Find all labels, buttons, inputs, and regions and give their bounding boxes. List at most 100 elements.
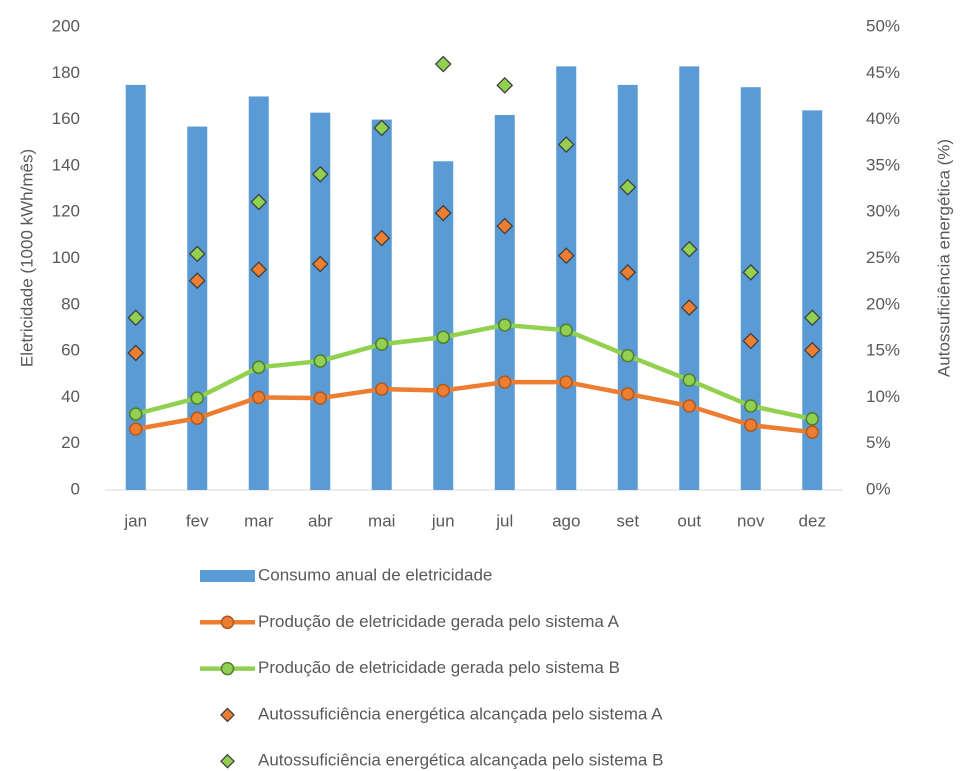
y-tick-label: 140 [52,155,80,174]
x-tick-label: fev [186,511,209,530]
scatter-point [496,76,514,94]
y-tick-label: 120 [52,202,80,221]
y-tick-label: 80 [61,294,80,313]
scatter-point [619,178,637,196]
x-tick-label: ago [552,511,580,530]
y2-tick-label: 50% [866,16,900,35]
x-tick-label: nov [737,511,765,530]
bar [617,84,638,490]
bar [679,66,700,490]
x-tick-label: jul [495,511,513,530]
x-tick-label: jan [123,511,147,530]
line-marker [190,391,204,405]
bar [802,110,823,490]
legend-swatch [220,753,235,769]
legend-label: Autossuficiência energética alcançada pe… [258,704,663,723]
scatter-point [680,299,698,316]
line-marker [621,348,635,363]
bar [740,87,761,490]
scatter-point [250,261,268,279]
scatter-point [311,255,329,273]
line-marker [129,422,143,436]
line-marker [313,391,327,405]
legend-swatch [200,570,255,582]
x-tick-label: set [616,511,639,530]
scatter-point [373,119,391,137]
y2-tick-label: 40% [866,109,900,128]
y-tick-label: 100 [52,248,80,267]
line-marker [252,390,266,405]
line [135,379,813,435]
x-tick-label: dez [799,511,826,530]
scatter-point [434,204,452,222]
line-marker [252,360,266,375]
scatter-point [311,165,329,183]
x-tick-label: mar [244,511,274,530]
legend-swatch [220,615,235,630]
line-marker [436,383,450,398]
line-marker [498,318,512,332]
scatter-point [127,344,145,362]
scatter-point [127,309,145,327]
bar [371,119,392,490]
scatter-point [742,263,760,281]
scatter-point [434,55,452,73]
y2-tick-label: 0% [866,479,891,498]
y2-tick-label: 15% [866,341,900,360]
line-marker [744,399,758,413]
line-marker [805,412,819,426]
line-marker [190,411,204,425]
y-tick-label: 60 [61,341,80,360]
y-tick-label: 40 [61,387,80,406]
y2-axis-title: Autossuficiência energética (%) [934,139,953,377]
scatter-point [250,193,268,211]
y-tick-label: 20 [61,433,80,452]
line-marker [375,382,389,396]
y2-tick-label: 30% [866,202,900,221]
bar [494,114,515,490]
y-axis-title: Eletricidade (1000 kWh/mês) [17,149,36,367]
y2-tick-label: 5% [866,433,891,452]
bar [556,66,577,490]
x-tick-label: abr [308,511,333,530]
x-tick-label: mai [368,511,395,530]
y2-tick-label: 10% [866,387,900,406]
x-tick-label: jun [431,511,455,530]
scatter-point [803,309,821,327]
bar [248,96,269,490]
legend-label: Autossuficiência energética alcançada pe… [258,751,663,770]
scatter-point [557,247,575,265]
bar [433,161,454,490]
line-marker [621,387,635,401]
line-marker [436,330,450,344]
line-marker [129,407,143,421]
y-tick-label: 0 [71,479,80,498]
line [135,322,813,422]
y-tick-label: 200 [52,16,80,35]
y-tick-label: 160 [52,109,80,128]
scatter-point [188,272,206,290]
scatter-point [557,136,575,154]
y-tick-label: 180 [52,63,80,82]
scatter-point [619,263,637,281]
scatter-point [188,245,206,263]
x-tick-label: out [677,511,701,530]
y2-tick-label: 20% [866,294,900,313]
legend-swatch [220,661,235,676]
scatter-point [803,341,821,359]
line-marker [498,375,512,389]
scatter-point [496,217,514,235]
bar [125,84,146,490]
legend-swatch [220,707,235,723]
line-marker [682,373,696,387]
bar [187,126,208,491]
legend-label: Produção de eletricidade gerada pelo sis… [258,612,620,631]
scatter-point [742,332,760,350]
line-marker [313,354,327,368]
y2-tick-label: 45% [866,63,900,82]
legend-label: Consumo anual de eletricidade [258,565,492,584]
scatter-point [373,229,391,247]
y2-tick-label: 35% [866,155,900,174]
line-marker [559,375,573,389]
